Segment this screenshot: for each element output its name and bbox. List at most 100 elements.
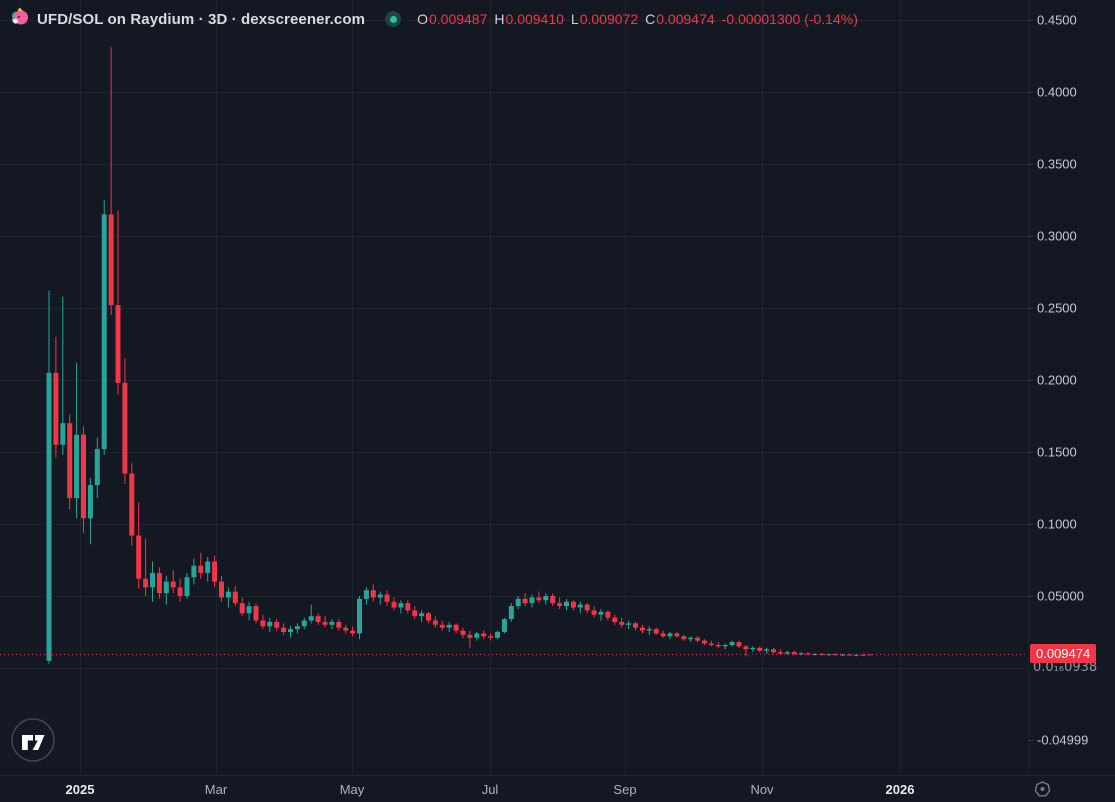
candle-body — [639, 627, 645, 631]
candle-body — [212, 561, 218, 582]
candle-body — [529, 597, 535, 604]
candle-body — [577, 604, 583, 608]
candle-body — [619, 621, 625, 625]
candle-body — [377, 594, 383, 598]
candle-body — [633, 623, 638, 628]
price-tick: 0.4500 — [1037, 12, 1077, 28]
candle-body — [225, 591, 231, 598]
candle-body — [177, 587, 183, 596]
candle-body — [53, 372, 59, 445]
time-tick[interactable]: Mar — [204, 782, 228, 797]
candle-body — [508, 606, 514, 620]
candle-body — [715, 644, 721, 647]
candle-body — [350, 630, 356, 634]
time-axis[interactable]: 2025 Mar May Jul Sep Nov 2026 — [0, 775, 1115, 802]
candle-body — [426, 613, 431, 621]
candle-body — [660, 633, 666, 637]
candle-body — [219, 581, 224, 598]
open-label: O — [417, 11, 428, 27]
candle-body — [846, 654, 852, 656]
candle-body — [46, 372, 52, 661]
time-tick[interactable]: May — [339, 782, 365, 797]
candle-body — [750, 647, 756, 650]
candle-body — [94, 449, 100, 486]
candle-body — [771, 649, 776, 653]
candle-body — [136, 535, 142, 579]
candle-body — [729, 642, 735, 645]
open-value: 0.009487 — [428, 11, 488, 27]
candle-body — [329, 621, 335, 625]
price-tick: 0.3000 — [1037, 228, 1077, 244]
close-label: C — [645, 11, 656, 27]
high-value: 0.009410 — [505, 11, 564, 27]
candle-body — [536, 597, 542, 601]
candle-body — [405, 603, 411, 611]
candle-body — [274, 621, 280, 628]
time-tick[interactable]: Nov — [750, 782, 774, 797]
candle-body — [674, 633, 680, 637]
candle-body — [384, 594, 390, 602]
candle-body — [87, 485, 93, 519]
candle-body — [60, 423, 66, 445]
price-axis[interactable]: 0.0₁₆0938 0.009474 0.4500 0.4000 0.3500 0.3… — [1028, 0, 1115, 775]
candle-body — [467, 634, 473, 638]
price-tick: 0.2000 — [1037, 372, 1077, 388]
symbol-title[interactable]: UFD/SOL on Raydium · 3D · dexscreener.co… — [37, 10, 366, 28]
candle-body — [688, 637, 694, 640]
candle-body — [281, 627, 287, 632]
candle-body — [170, 581, 176, 588]
price-scale-settings-gear-icon[interactable] — [1032, 780, 1053, 802]
candle-body — [743, 646, 749, 650]
candle-body — [453, 624, 459, 631]
chart-legend[interactable]: UFD/SOL on Raydium · 3D · dexscreener.co… — [10, 6, 858, 32]
candle-body — [784, 652, 790, 654]
candle-body — [812, 653, 818, 655]
candle-body — [840, 654, 845, 656]
candle-body — [143, 578, 149, 588]
candle-body — [288, 629, 293, 632]
candle-body — [156, 572, 162, 594]
candle-body — [584, 604, 590, 611]
candle-body — [253, 606, 259, 621]
candle-body — [301, 620, 307, 627]
price-tick: 0.3500 — [1037, 156, 1077, 172]
price-tick: 0.1000 — [1037, 516, 1077, 532]
candle-body — [343, 627, 349, 631]
ohlc-readout: O 0.009487 H 0.009410 L 0.009072 C 0.009474 … — [417, 11, 858, 27]
candle-body — [432, 620, 438, 625]
candle-body — [308, 616, 314, 621]
candle-body — [543, 596, 549, 601]
candle-body — [646, 629, 652, 631]
candle-body — [722, 644, 728, 647]
time-tick[interactable]: Jul — [481, 782, 499, 797]
series-visibility-dot-icon[interactable] — [385, 11, 402, 27]
candle-body — [163, 581, 169, 594]
candle-body — [736, 642, 742, 647]
candle-body — [681, 636, 687, 640]
price-tick: 0.2500 — [1037, 300, 1077, 316]
time-tick[interactable]: 2025 — [65, 782, 95, 797]
low-value: 0.009072 — [579, 11, 639, 27]
candle-body — [598, 611, 604, 615]
time-tick[interactable]: Sep — [613, 782, 637, 797]
candle-body — [322, 621, 328, 625]
price-tick: 0.05000 — [1037, 588, 1084, 604]
last-price-badge: 0.009474 — [1030, 644, 1097, 664]
time-tick[interactable]: 2026 — [885, 782, 915, 797]
candle-body — [702, 640, 707, 644]
candle-body — [867, 654, 873, 656]
candle-body — [184, 577, 190, 596]
candle-body — [439, 624, 445, 628]
candle-body — [294, 626, 300, 630]
candle-body — [474, 633, 480, 638]
candle-body — [67, 423, 73, 499]
candle-body — [757, 647, 763, 651]
candle-body — [246, 606, 252, 614]
candle-body — [150, 572, 155, 588]
candle-body — [398, 603, 404, 608]
tradingview-logo[interactable] — [10, 717, 56, 768]
candle-body — [115, 305, 121, 383]
candle-body — [605, 611, 611, 618]
